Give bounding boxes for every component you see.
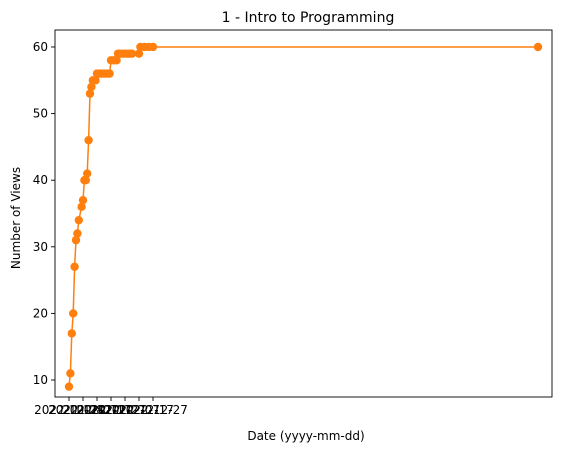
data-point xyxy=(78,195,88,205)
chart-title: 1 - Intro to Programming xyxy=(222,10,395,26)
data-point xyxy=(533,42,543,52)
data-point xyxy=(74,215,84,225)
y-tick-label: 60 xyxy=(33,40,48,54)
data-point xyxy=(85,89,95,98)
data-point xyxy=(69,309,78,318)
x-tick-label: 2022-12-07 xyxy=(90,403,160,417)
y-tick-label: 50 xyxy=(33,107,48,121)
y-axis-label: Number of Views xyxy=(9,167,23,269)
data-point xyxy=(64,382,74,391)
data-point xyxy=(71,235,81,245)
data-point xyxy=(83,169,92,178)
data-point xyxy=(73,229,82,238)
data-point xyxy=(87,82,96,92)
data-point xyxy=(105,69,114,78)
data-point xyxy=(91,76,100,85)
plot-area xyxy=(64,42,543,391)
data-point xyxy=(77,202,86,212)
data-point xyxy=(84,136,93,145)
data-point xyxy=(134,49,144,58)
data-point xyxy=(70,262,79,271)
data-point xyxy=(81,176,91,185)
x-tick-label: 2022-12-27 xyxy=(118,403,188,417)
axes: 10 20 30 40 50 60 2022-10-282022-11-072022-11-… xyxy=(33,29,553,417)
data-point xyxy=(66,369,75,378)
data-point xyxy=(112,56,121,65)
x-tick-label: 2022-10-28 xyxy=(34,403,104,417)
x-tick-label: 2022-12-17 xyxy=(104,403,174,417)
data-point xyxy=(127,49,137,58)
y-tick-label: 40 xyxy=(33,173,48,187)
x-tick-label: 2022-11-27 xyxy=(76,403,146,417)
y-tick-label: 30 xyxy=(33,240,48,254)
y-tick-label: 10 xyxy=(33,373,48,387)
x-tick-label: 2022-11-07 xyxy=(48,403,118,417)
data-point xyxy=(148,42,158,52)
plot-frame xyxy=(54,29,553,398)
y-tick-label: 20 xyxy=(33,306,48,320)
x-axis-label: Date (yyyy-mm-dd) xyxy=(247,429,364,443)
x-tick-label: 2022-11-17 xyxy=(62,403,132,417)
data-point xyxy=(67,329,77,338)
